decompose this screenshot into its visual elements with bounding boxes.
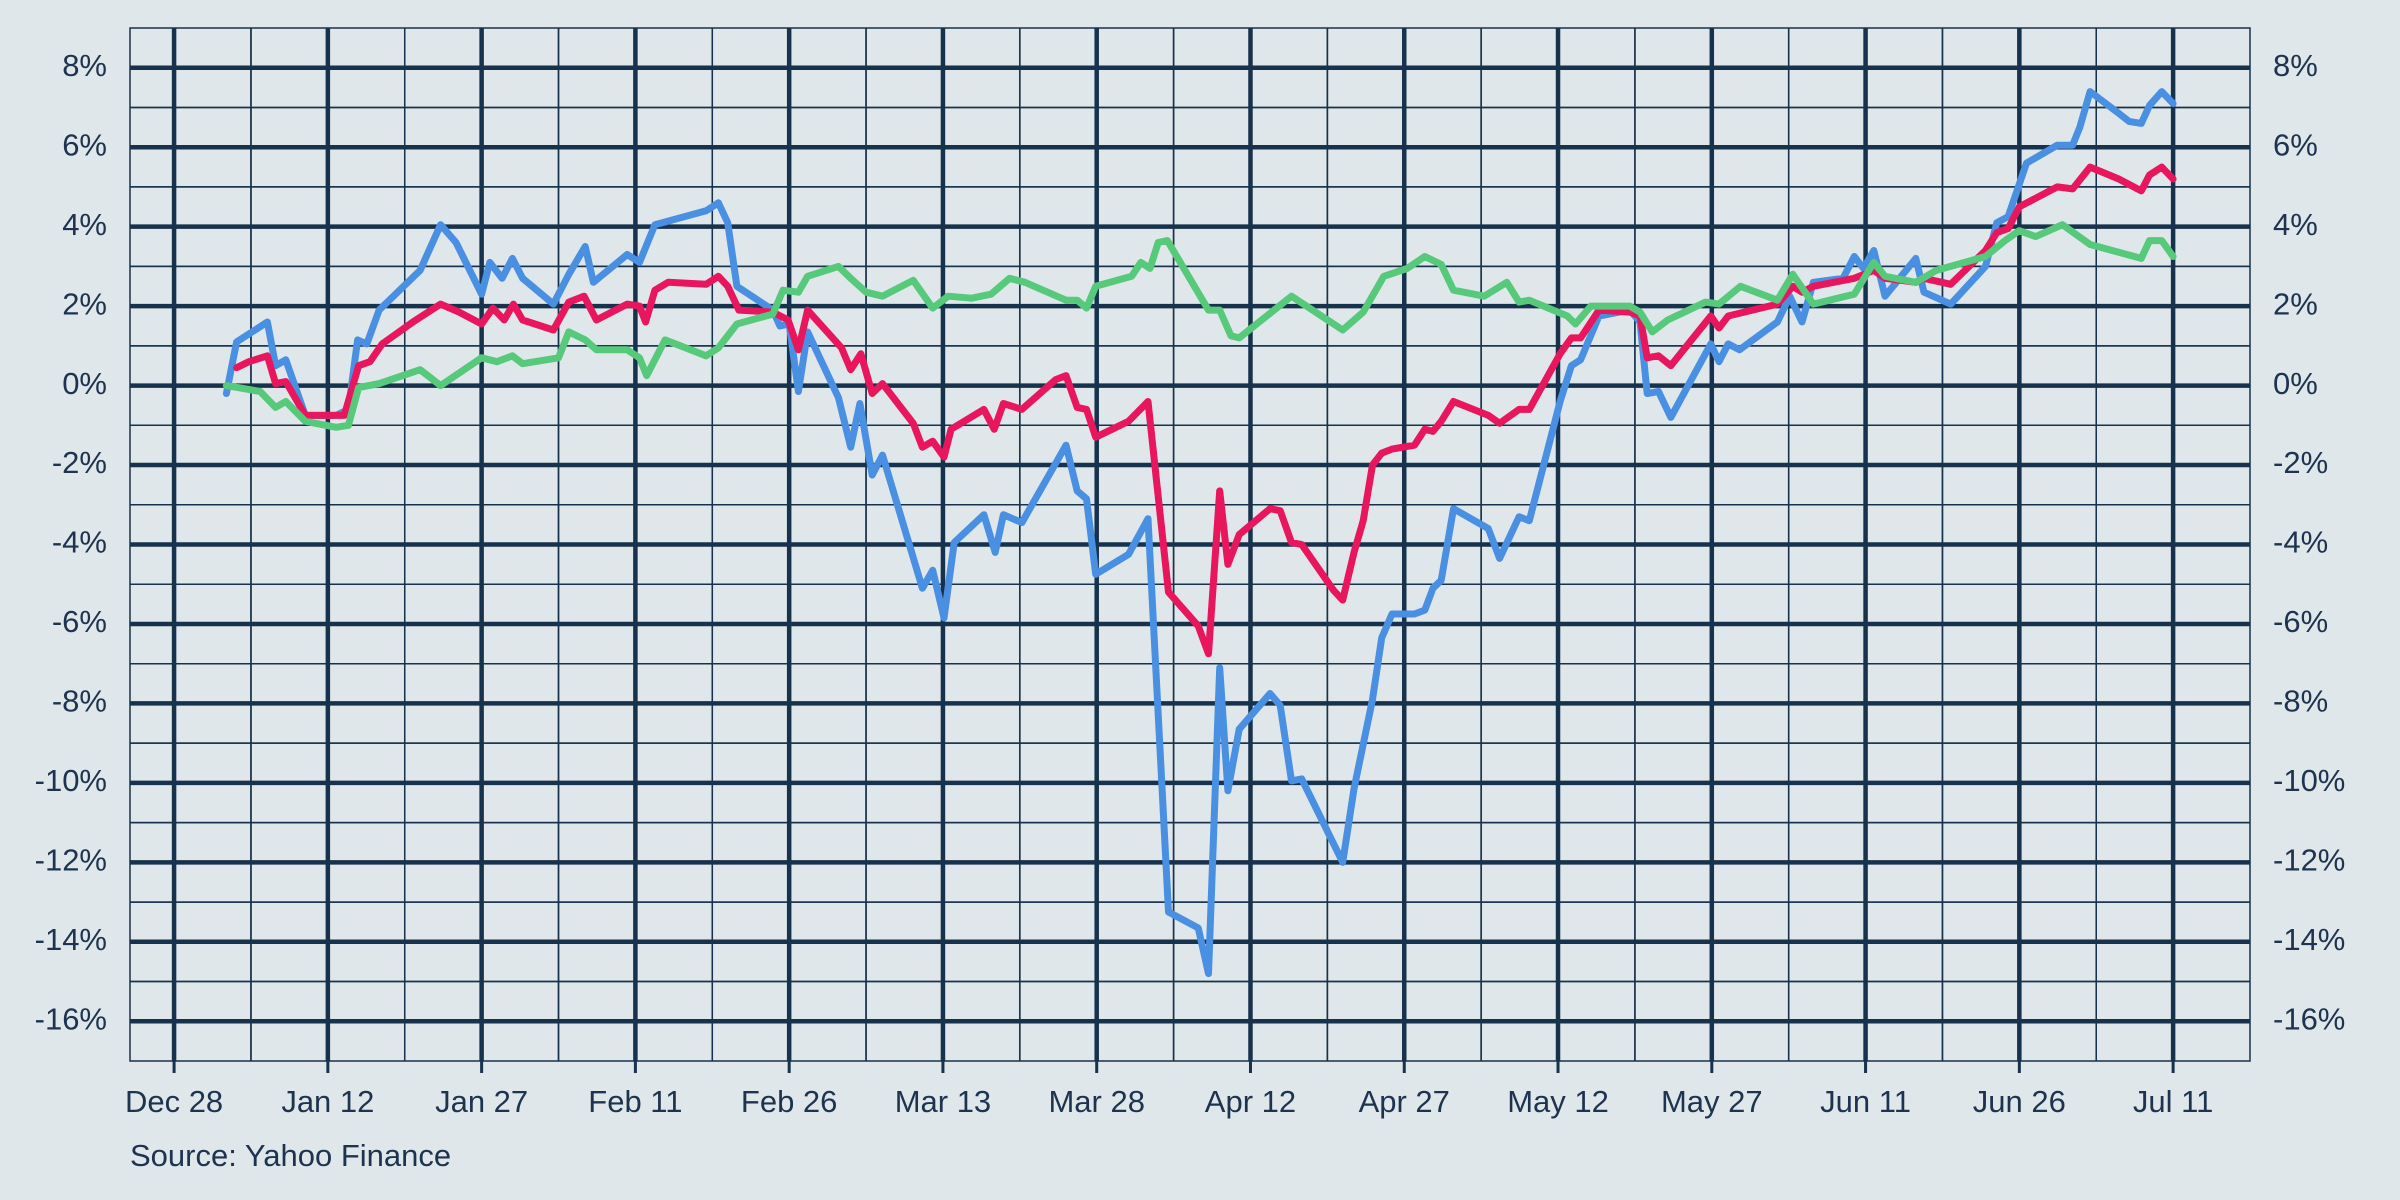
y-tick-label: -6% [52,604,107,639]
y-tick-label: -10% [35,763,107,798]
y-tick-label: 2% [62,286,107,321]
y-tick-label-right: 2% [2273,286,2318,321]
x-tick-label: Dec 28 [125,1084,223,1119]
y-tick-label: -16% [35,1001,107,1036]
y-tick-label-right: -14% [2273,922,2345,957]
x-tick-label: Feb 11 [588,1084,682,1119]
data-line [233,163,2177,658]
y-tick-label: 0% [62,366,107,401]
y-tick-label-right: -12% [2273,843,2345,878]
y-tick-label: 6% [62,127,107,162]
y-tick-label-right: 0% [2273,366,2318,401]
x-tick-label: May 27 [1661,1084,1763,1119]
y-tick-label: 4% [62,207,107,242]
y-tick-label: -8% [52,684,107,719]
y-tick-label: 8% [62,48,107,83]
y-tick-label: -14% [35,922,107,957]
source-note: Source: Yahoo Finance [130,1138,451,1173]
y-tick-label-right: 4% [2273,207,2318,242]
x-tick-label: Apr 27 [1359,1084,1450,1119]
x-tick-label: Jun 11 [1820,1084,1911,1119]
y-tick-label-right: -4% [2273,525,2328,560]
y-tick-label-right: -8% [2273,684,2328,719]
y-tick-label-right: -6% [2273,604,2328,639]
y-tick-label-right: -16% [2273,1001,2345,1036]
x-tick-label: Feb 26 [741,1084,838,1119]
x-tick-label: Jan 27 [435,1084,528,1119]
y-tick-label: -2% [52,445,107,480]
data-line [222,88,2177,978]
x-tick-label: May 12 [1507,1084,1609,1119]
y-tick-label-right: -2% [2273,445,2328,480]
data-line [222,221,2177,431]
y-tick-label-right: 8% [2273,48,2318,83]
x-tick-label: Mar 13 [895,1084,991,1119]
x-tick-label: Jan 12 [281,1084,374,1119]
y-tick-label-right: 6% [2273,127,2318,162]
x-tick-label: Jun 26 [1973,1084,2066,1119]
x-tick-label: Apr 12 [1205,1084,1296,1119]
y-tick-label: -12% [35,843,107,878]
y-tick-label: -4% [52,525,107,560]
x-tick-label: Jul 11 [2133,1084,2213,1119]
x-tick-label: Mar 28 [1048,1084,1144,1119]
y-tick-label-right: -10% [2273,763,2345,798]
